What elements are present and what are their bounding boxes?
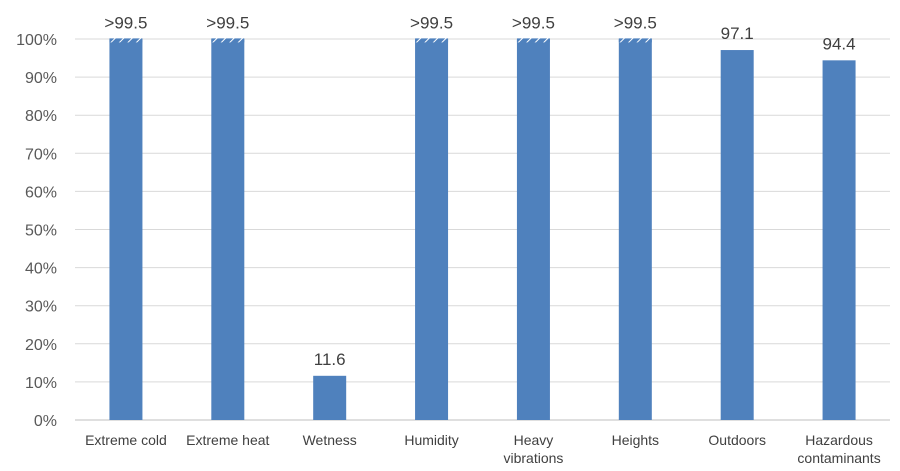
truncation-hatch bbox=[109, 38, 143, 43]
data-label: >99.5 bbox=[512, 13, 555, 32]
bar bbox=[516, 39, 550, 420]
data-label: >99.5 bbox=[410, 13, 453, 32]
x-category-label: Outdoors bbox=[708, 432, 766, 448]
bar bbox=[313, 375, 347, 420]
y-tick-label: 40% bbox=[25, 261, 57, 278]
data-label: 11.6 bbox=[314, 350, 346, 369]
data-label: >99.5 bbox=[614, 13, 657, 32]
y-tick-label: 0% bbox=[34, 413, 57, 430]
y-tick-label: 100% bbox=[16, 32, 57, 49]
data-labels: >99.5 >99.5 11.6 >99.5 >99.5 >99.5 97.1 94.4 bbox=[104, 13, 855, 368]
bar bbox=[211, 39, 245, 420]
bar bbox=[618, 39, 652, 420]
y-tick-label: 30% bbox=[25, 299, 57, 316]
y-tick-label: 90% bbox=[25, 70, 57, 87]
y-tick-label: 70% bbox=[25, 146, 57, 163]
bar bbox=[415, 39, 449, 420]
x-category-label: Extreme heat bbox=[186, 432, 269, 448]
x-category-label: Hazardous contaminants bbox=[797, 432, 880, 466]
y-tick-label: 80% bbox=[25, 108, 57, 125]
x-category-label: Heights bbox=[612, 432, 659, 448]
x-axis-categories: Extreme cold Extreme heat Wetness Humidity H… bbox=[85, 432, 881, 466]
y-tick-label: 20% bbox=[25, 337, 57, 354]
gridlines bbox=[75, 38, 890, 421]
bar bbox=[720, 50, 754, 420]
data-label: >99.5 bbox=[206, 13, 249, 32]
x-category-label: Extreme cold bbox=[85, 432, 167, 448]
truncation-hatch bbox=[415, 38, 449, 43]
x-category-label: Heavy vibrations bbox=[503, 432, 563, 466]
truncation-hatch bbox=[211, 38, 245, 43]
y-axis-ticks: 0% 10% 20% 30% 40% 50% 60% 70% 80% 90% 100% bbox=[16, 32, 57, 430]
y-tick-label: 50% bbox=[25, 223, 57, 240]
bar bbox=[822, 60, 856, 420]
truncation-hatch bbox=[618, 38, 652, 43]
truncation-hatch bbox=[516, 38, 550, 43]
bar bbox=[109, 39, 143, 420]
y-tick-label: 10% bbox=[25, 375, 57, 392]
data-label: >99.5 bbox=[104, 13, 147, 32]
x-category-label: Humidity bbox=[404, 432, 458, 448]
data-label: 94.4 bbox=[823, 34, 856, 53]
data-label: 97.1 bbox=[721, 24, 754, 43]
y-tick-label: 60% bbox=[25, 184, 57, 201]
x-category-label: Wetness bbox=[303, 432, 357, 448]
bars bbox=[109, 38, 856, 420]
